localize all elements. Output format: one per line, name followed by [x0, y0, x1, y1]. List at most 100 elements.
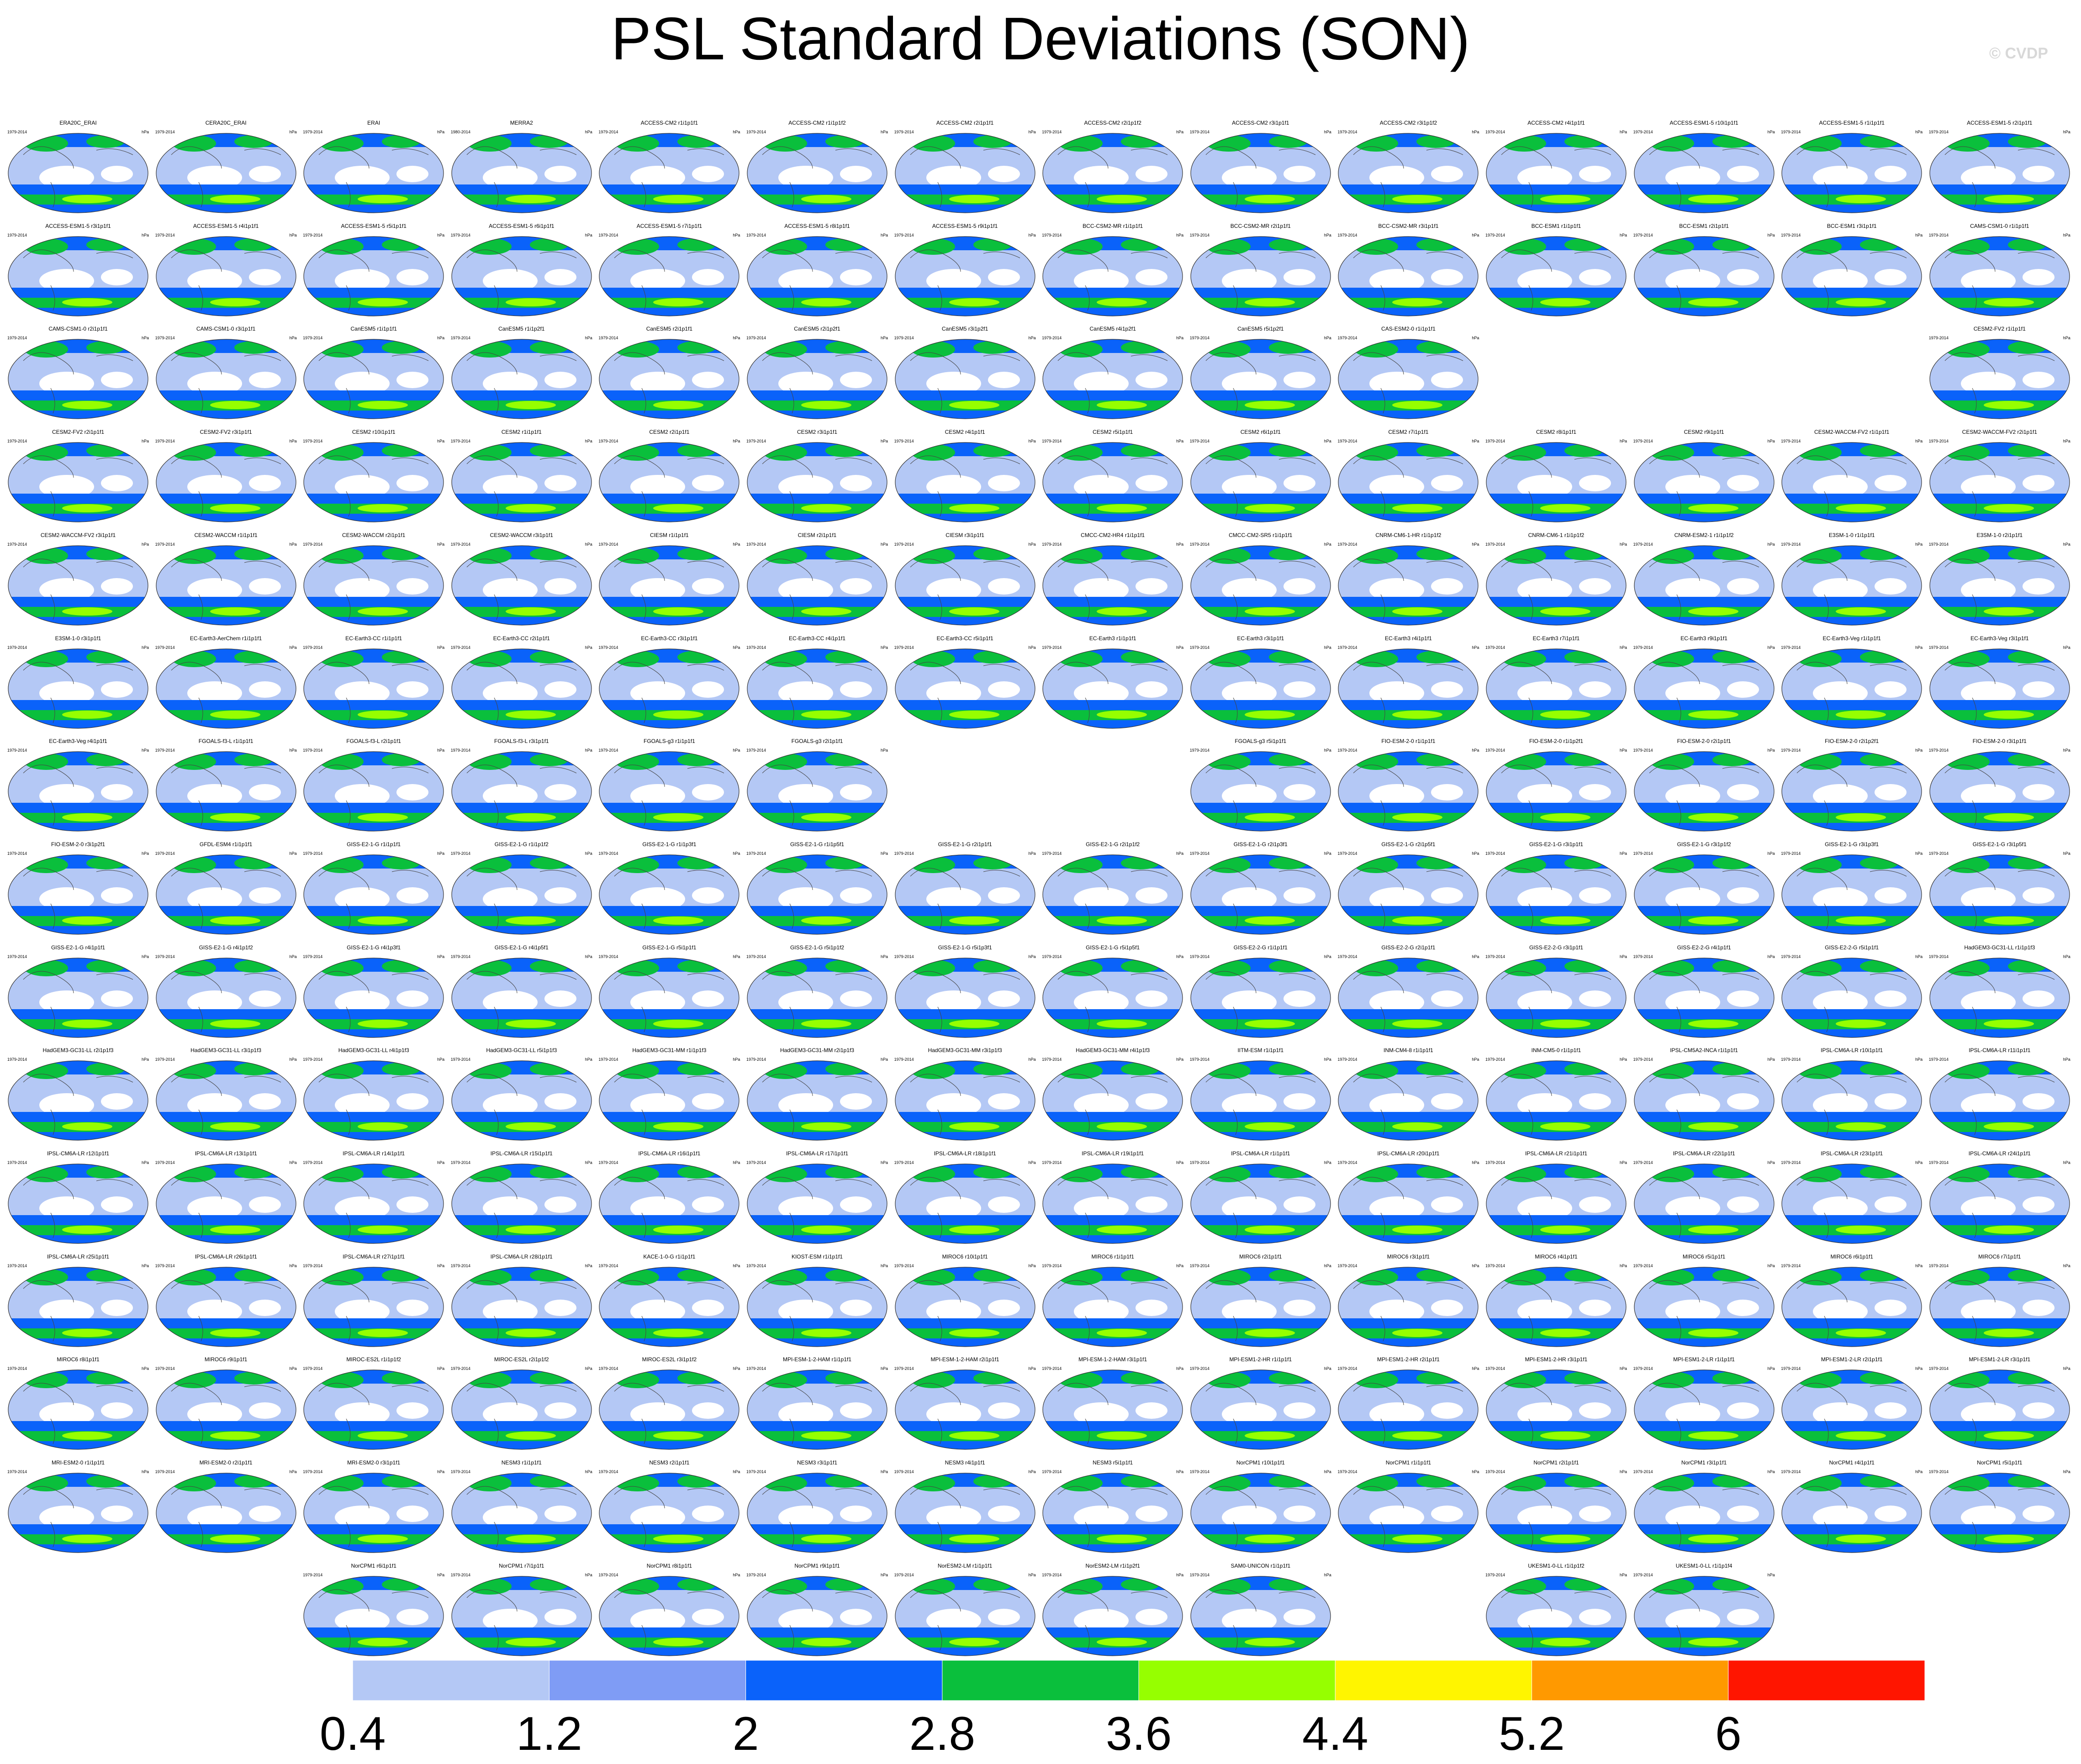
- southern-ocean-band: [304, 1524, 444, 1537]
- antarctic-band: [1929, 205, 2070, 213]
- map-panel: IPSL-CM6A-LR r19i1p1f1 1979-2014 hPa: [1039, 1150, 1186, 1249]
- north-atlantic-max: [382, 650, 421, 663]
- antarctic-band: [1486, 926, 1626, 934]
- north-atlantic-max: [1564, 959, 1603, 973]
- southern-max: [1097, 1638, 1147, 1646]
- southern-ocean-band: [1782, 596, 1922, 609]
- tropical-min-east: [2022, 1093, 2055, 1110]
- map-globe: [8, 751, 148, 832]
- map-panel: IPSL-CM6A-LR r28i1p1f1 1979-2014 hPa: [448, 1253, 595, 1352]
- globe-outline: [303, 1164, 444, 1244]
- coastline: [910, 146, 1020, 208]
- tropical-min: [1517, 784, 1572, 808]
- north-atlantic-max: [1860, 238, 1899, 251]
- panel-title: MERRA2: [510, 120, 533, 126]
- panel-title: EC-Earth3 r1i1p1f1: [1089, 635, 1136, 642]
- arctic-band: [1486, 1061, 1626, 1075]
- panel-years: 1979-2014: [450, 645, 470, 650]
- tropical-min: [482, 578, 538, 602]
- north-atlantic-max: [677, 753, 716, 767]
- tropical-min-east: [396, 1402, 429, 1419]
- tropical-min: [1813, 1402, 1868, 1427]
- north-atlantic-max: [2007, 444, 2046, 458]
- tropical-min: [335, 578, 390, 602]
- tropical-min: [1369, 887, 1425, 911]
- map-panel: CESM2-FV2 r3i1p1f1 1979-2014 hPa: [153, 429, 300, 527]
- antarctic-band: [156, 514, 296, 522]
- map-globe: [1338, 1060, 1479, 1141]
- southern-ocean-band: [1190, 906, 1331, 918]
- southern-max: [1097, 1019, 1147, 1028]
- tropical-min-east: [1283, 1402, 1315, 1419]
- antarctic-band: [1634, 1544, 1774, 1553]
- arctic-band: [8, 648, 148, 663]
- map-panel: HadGEM3-GC31-MM r1i1p1f3 1979-2014 hPa: [596, 1047, 743, 1146]
- map-panel: GFDL-ESM4 r1i1p1f1 1979-2014 hPa: [153, 841, 300, 940]
- southern-max: [1836, 813, 1886, 822]
- panel-title: INM-CM5-0 r1i1p1f1: [1531, 1047, 1581, 1054]
- antarctic-band: [599, 1338, 739, 1347]
- tropical-min-east: [2022, 269, 2055, 285]
- southern-ocean-band: [304, 1421, 444, 1433]
- panel-units: hPa: [1915, 748, 1923, 753]
- antarctic-band: [747, 720, 887, 728]
- tropical-min: [1369, 1402, 1425, 1427]
- southern-max: [1392, 298, 1443, 306]
- panel-title: CAMS-CSM1-0 r1i1p1f1: [1970, 222, 2029, 229]
- map-globe: [1042, 1267, 1183, 1347]
- map-globe: [1781, 545, 1922, 626]
- north-atlantic-max: [825, 341, 864, 354]
- southern-max: [210, 916, 260, 925]
- tropical-min-east: [1136, 1506, 1168, 1522]
- north-atlantic-max: [1416, 547, 1455, 560]
- southern-ocean-band: [1782, 1318, 1922, 1330]
- tropical-min: [1960, 269, 2016, 293]
- southern-max: [949, 298, 999, 306]
- coastline: [1057, 971, 1168, 1032]
- tropical-min: [187, 166, 242, 190]
- coastline: [318, 249, 429, 311]
- globe-outline: [599, 1369, 739, 1450]
- coastline: [762, 1074, 872, 1135]
- southern-ocean-band: [1043, 1627, 1183, 1639]
- panel-years: 1979-2014: [894, 232, 914, 237]
- north-atlantic-max: [2007, 238, 2046, 251]
- globe-outline: [894, 339, 1035, 419]
- north-atlantic-max: [1712, 1063, 1751, 1076]
- southern-max: [653, 916, 704, 925]
- north-atlantic-max: [1860, 1269, 1899, 1282]
- panel-title: MPI-ESM1-2-LR r2i1p1f1: [1821, 1356, 1883, 1363]
- tropical-min-east: [840, 887, 872, 904]
- panel-title: CAMS-CSM1-0 r2i1p1f1: [48, 326, 108, 332]
- panel-title: CESM2-WACCM-FV2 r1i1p1f1: [1814, 429, 1890, 436]
- antarctic-band: [1190, 823, 1331, 832]
- panel-units: hPa: [585, 1469, 592, 1474]
- southern-ocean-band: [599, 494, 739, 506]
- tropical-min-east: [1283, 166, 1315, 182]
- panel-title: CIESM r1i1p1f1: [650, 532, 689, 538]
- antarctic-band: [1043, 720, 1183, 728]
- southern-ocean-band: [8, 1318, 148, 1330]
- globe-outline: [451, 442, 592, 522]
- coastline: [1944, 1383, 2055, 1444]
- tropical-min: [926, 475, 981, 499]
- arctic-band: [1634, 133, 1774, 147]
- globe-outline: [1781, 133, 1922, 213]
- globe-outline: [599, 1164, 739, 1244]
- antarctic-band: [1043, 616, 1183, 625]
- southern-ocean-band: [8, 596, 148, 609]
- north-atlantic-max: [86, 959, 125, 973]
- globe-outline: [1338, 1060, 1479, 1141]
- panel-years: 1979-2014: [1633, 1057, 1653, 1062]
- southern-max: [1392, 1328, 1443, 1337]
- southern-ocean-band: [1043, 1009, 1183, 1021]
- arctic-band: [747, 133, 887, 147]
- tropical-min: [482, 372, 538, 396]
- antarctic-band: [1782, 616, 1922, 625]
- tropical-min: [1369, 784, 1425, 808]
- globe-outline: [1781, 1267, 1922, 1347]
- tropical-min-east: [1431, 681, 1463, 698]
- arctic-band: [1634, 752, 1774, 766]
- panel-units: hPa: [1176, 851, 1184, 856]
- panel-title: IPSL-CM6A-LR r10i1p1f1: [1821, 1047, 1883, 1054]
